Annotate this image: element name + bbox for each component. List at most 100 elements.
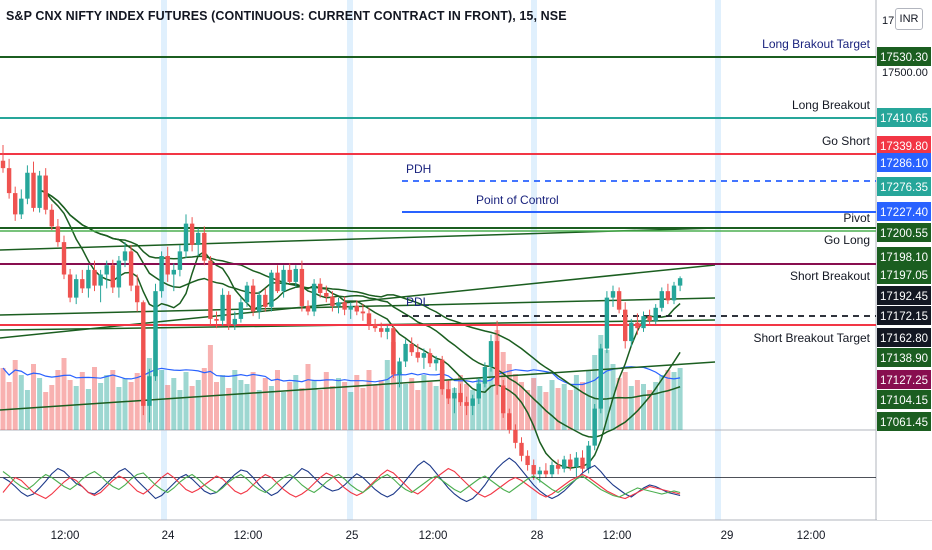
candle[interactable] <box>135 274 140 312</box>
candle[interactable] <box>116 256 122 298</box>
candle[interactable] <box>263 288 268 312</box>
candle[interactable] <box>635 313 640 335</box>
candle[interactable] <box>360 304 366 321</box>
candle[interactable] <box>299 260 305 312</box>
candle[interactable] <box>74 274 79 305</box>
candle[interactable] <box>464 396 469 416</box>
candle[interactable] <box>37 170 42 213</box>
candle[interactable] <box>177 244 183 277</box>
candle[interactable] <box>519 437 524 462</box>
candle[interactable] <box>128 244 134 292</box>
candle[interactable] <box>67 268 73 303</box>
candle[interactable] <box>671 281 677 305</box>
candle[interactable] <box>623 302 628 349</box>
candle[interactable] <box>324 285 329 303</box>
candle[interactable] <box>452 387 457 414</box>
candle[interactable] <box>269 269 274 312</box>
candle[interactable] <box>433 355 439 371</box>
currency-button[interactable]: INR <box>895 8 923 30</box>
time-axis-label[interactable]: 12:00 <box>797 530 826 542</box>
candle[interactable] <box>385 325 390 340</box>
candle[interactable] <box>366 307 372 330</box>
candle[interactable] <box>525 450 530 471</box>
candle[interactable] <box>250 279 256 317</box>
candle[interactable] <box>574 452 579 478</box>
candle[interactable] <box>403 339 408 367</box>
candle[interactable] <box>311 279 317 317</box>
candle[interactable] <box>293 265 298 288</box>
candle[interactable] <box>141 300 146 416</box>
candle[interactable] <box>568 453 573 471</box>
candle[interactable] <box>122 242 128 268</box>
candle[interactable] <box>13 186 18 221</box>
time-axis-label[interactable]: 24 <box>162 530 175 542</box>
candle[interactable] <box>257 291 262 319</box>
candle[interactable] <box>446 380 451 404</box>
candle[interactable] <box>238 297 244 323</box>
time-axis-label[interactable]: 12:00 <box>51 530 80 542</box>
candle[interactable] <box>470 394 475 416</box>
time-axis-label[interactable]: 25 <box>346 530 359 542</box>
candle[interactable] <box>330 291 335 312</box>
candle[interactable] <box>629 318 634 347</box>
candle[interactable] <box>19 189 24 219</box>
candle[interactable] <box>513 424 518 449</box>
candle[interactable] <box>647 309 652 326</box>
candle[interactable] <box>391 324 396 379</box>
candle[interactable] <box>494 320 500 395</box>
candle[interactable] <box>183 214 189 258</box>
candle[interactable] <box>354 300 359 316</box>
time-axis-label[interactable]: 12:00 <box>603 530 632 542</box>
candle[interactable] <box>488 334 494 372</box>
candle[interactable] <box>501 379 506 418</box>
candle[interactable] <box>659 287 664 312</box>
candle[interactable] <box>458 383 463 406</box>
candle[interactable] <box>196 228 201 256</box>
candle[interactable] <box>372 318 378 332</box>
candle[interactable] <box>604 291 610 354</box>
time-axis[interactable]: 12:00 24 12:00 25 12:00 28 12:00 29 12:00 <box>51 530 826 542</box>
candle[interactable] <box>214 311 219 329</box>
candle[interactable] <box>562 455 567 473</box>
candle[interactable] <box>0 145 6 173</box>
candle[interactable] <box>159 251 164 298</box>
candle[interactable] <box>427 348 433 368</box>
candle[interactable] <box>43 168 48 215</box>
candle[interactable] <box>147 368 152 423</box>
candle[interactable] <box>110 259 115 293</box>
candle[interactable] <box>641 311 646 332</box>
candle[interactable] <box>55 219 61 247</box>
candle[interactable] <box>98 269 103 303</box>
candle[interactable] <box>653 304 658 325</box>
time-axis-label[interactable]: 29 <box>721 530 734 542</box>
candle[interactable] <box>226 291 231 330</box>
candle[interactable] <box>92 260 97 292</box>
candle[interactable] <box>287 263 292 284</box>
candle[interactable] <box>104 260 109 289</box>
time-axis-label[interactable]: 12:00 <box>234 530 263 542</box>
candle[interactable] <box>580 450 585 473</box>
candle[interactable] <box>61 235 67 280</box>
candle[interactable] <box>415 343 420 363</box>
candle[interactable] <box>318 278 323 298</box>
candle[interactable] <box>6 158 12 199</box>
candle[interactable] <box>476 378 481 404</box>
candle[interactable] <box>25 165 30 205</box>
candle[interactable] <box>610 285 616 307</box>
price-axis[interactable]: 17 17500.00 17530.30 17410.65 17339.80 17286.… <box>877 0 932 520</box>
candle[interactable] <box>440 355 445 395</box>
candle[interactable] <box>275 265 280 293</box>
candle[interactable] <box>482 362 488 388</box>
candle[interactable] <box>165 246 170 282</box>
candle[interactable] <box>543 463 549 478</box>
candle[interactable] <box>305 300 311 316</box>
candle[interactable] <box>208 256 213 326</box>
candle[interactable] <box>598 343 603 414</box>
candle[interactable] <box>80 269 85 293</box>
candle[interactable] <box>232 311 237 331</box>
candle[interactable] <box>171 263 176 292</box>
candle[interactable] <box>549 461 555 478</box>
candle[interactable] <box>379 322 384 338</box>
candle[interactable] <box>507 408 512 434</box>
candles[interactable] <box>0 145 683 483</box>
